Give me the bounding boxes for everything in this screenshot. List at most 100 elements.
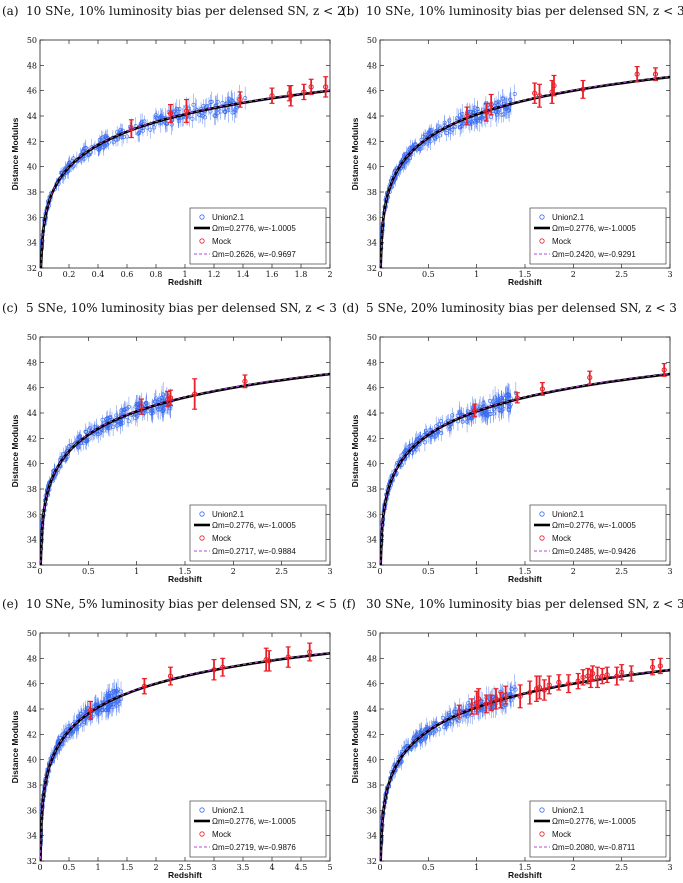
union-point — [433, 728, 438, 733]
x-tick-label: 1 — [474, 567, 479, 576]
x-tick-label: 2.5 — [275, 567, 288, 576]
mock-point — [323, 84, 329, 90]
union-point — [102, 143, 107, 148]
union-point — [110, 705, 115, 710]
y-tick-label: 38 — [27, 781, 37, 790]
legend-mock-fit: Ωm=0.2719, w=-0.9876 — [212, 843, 296, 852]
y-tick-label: 38 — [367, 781, 377, 790]
mock-point — [580, 674, 586, 680]
union-point — [432, 135, 437, 140]
legend: Union2.1 Ωm=0.2776, w=-1.0005 Mock Ωm=0.248… — [529, 504, 667, 562]
x-tick-label: 0.2 — [63, 270, 76, 279]
legend-mock-fit: Ωm=0.2717, w=-0.9884 — [212, 547, 296, 556]
union-point — [144, 400, 149, 405]
legend-union-fit: Ωm=0.2776, w=-1.0005 — [212, 521, 296, 530]
legend-union-label: Union2.1 — [552, 213, 585, 222]
y-tick-label: 36 — [367, 806, 377, 815]
x-tick-label: 0.5 — [422, 270, 435, 279]
x-tick-label: 1.5 — [121, 863, 134, 872]
legend-union-fit: Ωm=0.2776, w=-1.0005 — [212, 224, 296, 233]
legend-union-label: Union2.1 — [212, 213, 245, 222]
mock-point — [539, 386, 546, 392]
union-point — [118, 128, 123, 133]
y-tick-label: 48 — [367, 61, 377, 70]
x-tick-label: 0 — [37, 270, 42, 279]
union-point — [123, 406, 128, 411]
mock-point — [604, 672, 610, 678]
y-tick-label: 32 — [367, 264, 377, 273]
union-point — [499, 112, 504, 117]
mock-point — [128, 126, 134, 132]
x-tick-label: 1.6 — [266, 270, 279, 279]
legend-union-fit: Ωm=0.2776, w=-1.0005 — [552, 224, 636, 233]
union-point — [474, 118, 479, 123]
union-point — [411, 736, 416, 741]
union-point — [478, 404, 483, 409]
x-tick-label: 2 — [571, 270, 576, 279]
legend: Union2.1 Ωm=0.2776, w=-1.0005 Mock Ωm=0.271… — [189, 800, 327, 858]
x-tick-label: 0 — [377, 863, 382, 872]
mock-point — [546, 682, 552, 688]
legend-box — [189, 504, 327, 562]
mock-point — [565, 681, 572, 687]
union-point — [506, 108, 511, 113]
mock-point — [488, 102, 494, 108]
union-point — [440, 715, 445, 720]
union-point — [509, 686, 514, 691]
union-point — [497, 408, 502, 413]
union-point — [450, 413, 455, 418]
x-tick-label: 3 — [667, 567, 672, 576]
union-point — [58, 735, 63, 740]
y-tick-label: 38 — [27, 485, 37, 494]
legend-union-label: Union2.1 — [212, 806, 245, 815]
union-point — [434, 134, 439, 139]
union-point — [126, 404, 131, 409]
y-axis-label: Distance Modulus — [10, 117, 20, 190]
union-point — [190, 116, 195, 121]
panel-label: (d) — [342, 301, 359, 315]
union-point — [174, 107, 179, 112]
mock-point — [167, 110, 174, 117]
legend-mock-marker — [539, 831, 545, 837]
mock-point — [661, 367, 667, 373]
mock-point — [580, 86, 586, 93]
legend-box — [529, 800, 667, 858]
union-point — [243, 96, 248, 101]
union-point — [152, 125, 157, 130]
union-point — [508, 404, 513, 409]
x-tick-label: 2 — [153, 863, 158, 872]
y-tick-label: 36 — [27, 510, 37, 519]
x-tick-label: 0 — [377, 270, 382, 279]
plot-area — [380, 65, 670, 268]
legend-mock-fit: Ωm=0.2626, w=-0.9697 — [212, 250, 296, 259]
union-point — [103, 708, 108, 713]
legend-mock-marker — [199, 831, 205, 837]
legend-union-fit: Ωm=0.2776, w=-1.0005 — [212, 817, 296, 826]
y-tick-label: 46 — [367, 87, 377, 96]
union-point — [200, 113, 205, 118]
x-axis-label: Redshift — [168, 574, 202, 584]
chart-title: 30 SNe, 10% luminosity bias per delensed… — [366, 597, 683, 611]
y-axis-label: Distance Modulus — [10, 710, 20, 783]
union-point — [513, 687, 518, 692]
x-axis-label: Redshift — [508, 574, 542, 584]
x-tick-label: 1.2 — [208, 270, 221, 279]
union-point — [150, 409, 155, 414]
chart-panel-d: (d) 5 SNe, 20% luminosity bias per delens… — [342, 301, 677, 584]
union-point — [157, 397, 162, 402]
y-tick-label: 32 — [27, 561, 37, 570]
mock-point — [469, 703, 475, 710]
union-point — [109, 702, 114, 707]
x-tick-label: 3 — [667, 863, 672, 872]
union-point — [137, 130, 142, 135]
union-point — [496, 399, 501, 404]
chart-title: 10 SNe, 5% luminosity bias per delensed … — [26, 597, 337, 611]
legend-union-fit: Ωm=0.2776, w=-1.0005 — [552, 817, 636, 826]
legend-mock-marker — [539, 238, 545, 244]
legend-mock-marker — [199, 238, 205, 244]
panel-label: (b) — [342, 4, 359, 18]
mock-point — [269, 93, 275, 99]
y-tick-label: 48 — [27, 654, 37, 663]
y-tick-label: 44 — [367, 409, 377, 418]
union-point — [87, 152, 92, 157]
